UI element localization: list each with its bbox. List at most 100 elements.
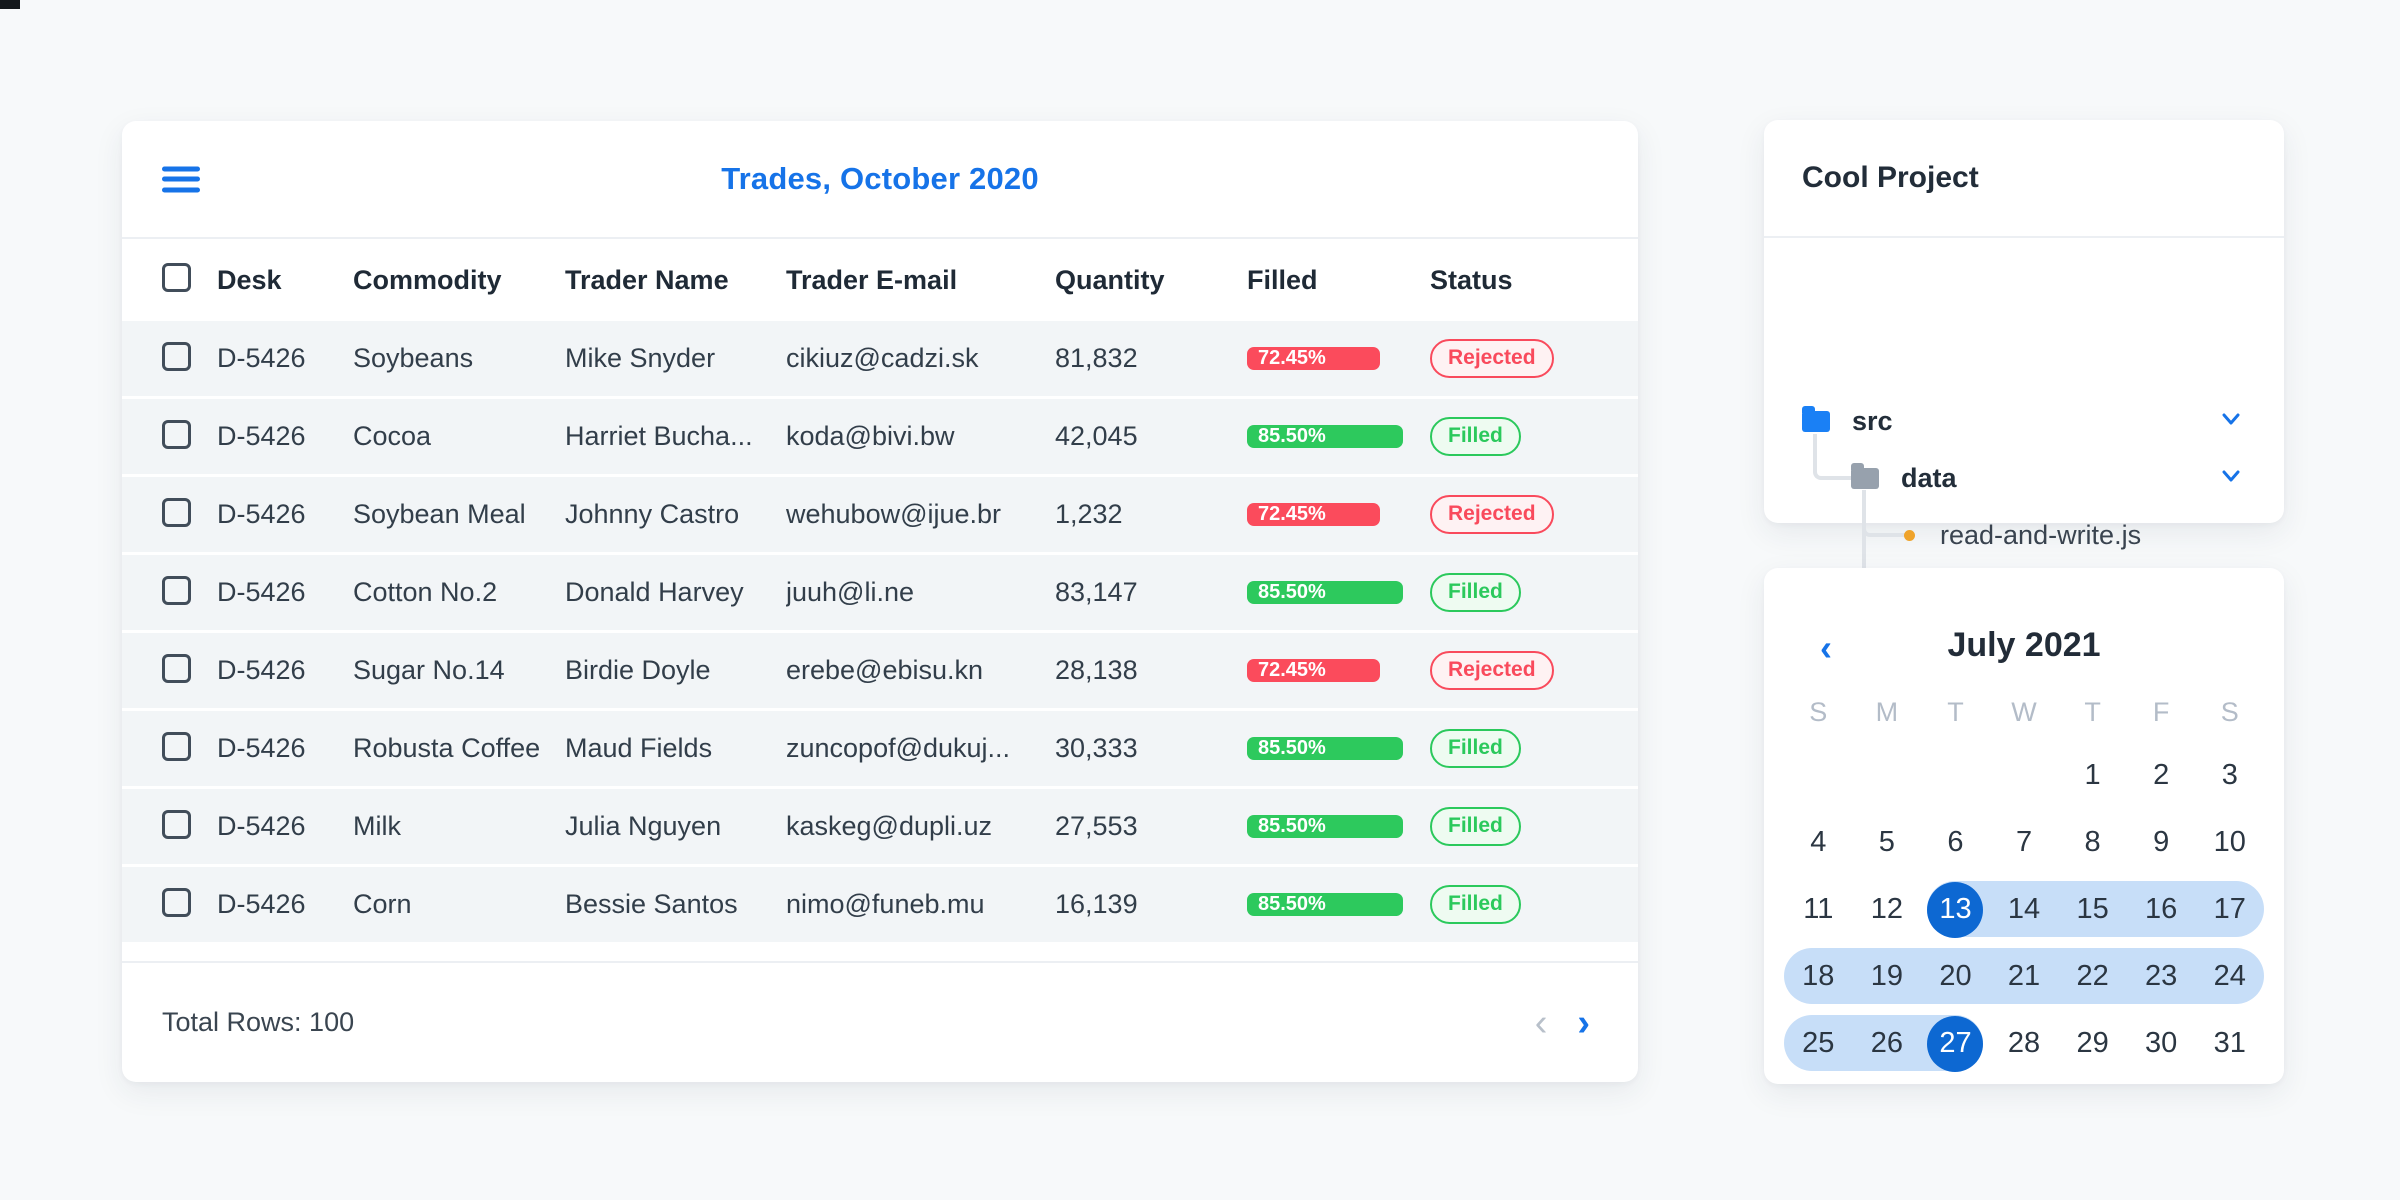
calendar-day[interactable]: 12 [1870, 893, 1903, 925]
column-header-commodity: Commodity [353, 264, 502, 295]
day-of-week-letter: S [1809, 697, 1828, 727]
calendar-title: July 2021 [1947, 626, 2101, 664]
row-checkbox[interactable] [162, 497, 191, 527]
calendar-day[interactable]: 30 [2145, 1027, 2178, 1059]
calendar-day[interactable]: 23 [2145, 960, 2178, 992]
calendar-day[interactable]: 22 [2076, 960, 2109, 992]
cell-trader-name: Julia Nguyen [565, 811, 722, 841]
calendar-day[interactable]: 17 [2213, 893, 2246, 925]
tree-folder-src[interactable]: src [1764, 398, 2284, 444]
calendar-day[interactable]: 1 [2084, 759, 2101, 791]
calendar-day[interactable]: 9 [2153, 826, 2170, 858]
cell-trader-email: cikiuz@cadzi.sk [786, 343, 979, 373]
calendar-day-selected[interactable]: 13 [1921, 876, 1990, 943]
calendar-day[interactable]: 29 [2076, 1027, 2109, 1059]
calendar-day[interactable]: 24 [2213, 960, 2246, 992]
table-row: D-5426 Corn Bessie Santos nimo@funeb.mu … [122, 867, 1638, 945]
calendar-day[interactable]: 3 [2221, 759, 2238, 791]
day-of-week-letter: T [2084, 697, 2101, 727]
row-checkbox[interactable] [162, 341, 191, 371]
row-checkbox[interactable] [162, 653, 191, 683]
filled-percentage-label: 85.50% [1258, 581, 1326, 603]
cell-quantity: 28,138 [1055, 655, 1138, 685]
calendar-day[interactable]: 16 [2145, 893, 2178, 925]
cell-trader-email: nimo@funeb.mu [786, 889, 985, 919]
calendar-day[interactable]: 14 [2007, 893, 2041, 925]
project-title: Cool Project [1802, 161, 1979, 194]
calendar-day[interactable]: 10 [2213, 826, 2246, 858]
tree-folder-data[interactable]: data [1764, 455, 2284, 501]
table-row: D-5426 Soybean Meal Johnny Castro wehubo… [122, 477, 1638, 555]
calendar-day[interactable]: 11 [1803, 893, 1834, 925]
cell-trader-email: zuncopof@dukuj... [786, 733, 1011, 763]
calendar-day[interactable]: 21 [2007, 960, 2041, 992]
cell-trader-name: Mike Snyder [565, 343, 716, 373]
prev-page-icon[interactable]: ‹ [1534, 1001, 1548, 1044]
cell-commodity: Milk [353, 811, 401, 841]
status-badge: Filled [1430, 573, 1521, 612]
calendar-week-row: 11 12 13 14 15 16 17 [1784, 876, 2264, 943]
table-row: D-5426 Milk Julia Nguyen kaskeg@dupli.uz… [122, 789, 1638, 867]
cell-quantity: 27,553 [1055, 811, 1138, 841]
cell-desk: D-5426 [217, 733, 306, 763]
row-checkbox[interactable] [162, 419, 191, 449]
row-checkbox[interactable] [162, 809, 191, 839]
day-of-week-letter: S [2220, 697, 2239, 727]
calendar-day[interactable]: 28 [2007, 1027, 2041, 1059]
calendar-day[interactable]: 6 [1947, 826, 1964, 858]
chevron-down-icon[interactable] [2218, 463, 2244, 494]
total-rows-label: Total Rows: 100 [162, 1007, 355, 1037]
status-badge: Rejected [1430, 651, 1554, 690]
calendar-day[interactable]: 5 [1878, 826, 1895, 858]
calendar-day[interactable]: 20 [1939, 960, 1972, 992]
calendar-day[interactable]: 2 [2153, 759, 2170, 791]
calendar-header: ‹ July 2021 [1784, 568, 2264, 666]
row-checkbox[interactable] [162, 575, 191, 605]
select-all-checkbox[interactable] [162, 263, 191, 292]
calendar-day[interactable]: 8 [2084, 826, 2101, 858]
filled-progress-bar: 85.50% [1247, 815, 1430, 838]
filled-percentage-label: 85.50% [1258, 737, 1326, 759]
calendar-day[interactable]: 15 [2076, 893, 2109, 925]
calendar-empty-cell [1921, 742, 1990, 809]
status-badge: Rejected [1430, 339, 1554, 378]
cell-quantity: 81,832 [1055, 343, 1138, 373]
calendar-day[interactable]: 26 [1870, 1027, 1903, 1059]
calendar-day[interactable]: 25 [1802, 1027, 1835, 1059]
selected-range-band [1784, 948, 2264, 1004]
column-header-filled: Filled [1247, 264, 1318, 295]
column-header-status: Status [1430, 264, 1513, 295]
cell-desk: D-5426 [217, 577, 306, 607]
calendar-prev-month-icon[interactable]: ‹ [1820, 627, 1832, 668]
filled-progress-bar: 85.50% [1247, 737, 1430, 760]
row-checkbox[interactable] [162, 731, 191, 761]
menu-icon[interactable] [162, 161, 200, 198]
cell-quantity: 42,045 [1055, 421, 1138, 451]
row-checkbox[interactable] [162, 887, 191, 917]
filled-percentage-label: 72.45% [1258, 659, 1326, 681]
filled-progress-bar: 72.45% [1247, 659, 1430, 682]
tree-file-read-and-write[interactable]: read-and-write.js [1764, 512, 2284, 558]
chevron-down-icon[interactable] [2218, 406, 2244, 437]
day-of-week-letter: M [1875, 697, 1899, 727]
calendar-day-selected[interactable]: 27 [1921, 1010, 1990, 1077]
calendar-day[interactable]: 7 [2015, 826, 2033, 858]
calendar-day[interactable]: 4 [1810, 826, 1827, 858]
cell-desk: D-5426 [217, 421, 306, 451]
calendar-day[interactable]: 18 [1802, 960, 1835, 992]
calendar-day[interactable]: 31 [2213, 1027, 2246, 1059]
cell-trader-name: Bessie Santos [565, 889, 738, 919]
cell-desk: D-5426 [217, 811, 306, 841]
day-of-week-letter: F [2152, 697, 2170, 727]
day-of-week-letter: T [1947, 697, 1964, 727]
folder-label: data [1901, 462, 1957, 493]
status-badge: Filled [1430, 885, 1521, 924]
table-row: D-5426 Cotton No.2 Donald Harvey juuh@li… [122, 555, 1638, 633]
calendar-day[interactable]: 19 [1870, 960, 1903, 992]
filled-progress-bar: 72.45% [1247, 503, 1430, 526]
filled-percentage-label: 72.45% [1258, 347, 1326, 369]
next-page-icon[interactable]: › [1577, 1001, 1590, 1044]
calendar-week-row: 25 26 27 28 29 30 31 [1784, 1010, 2264, 1077]
